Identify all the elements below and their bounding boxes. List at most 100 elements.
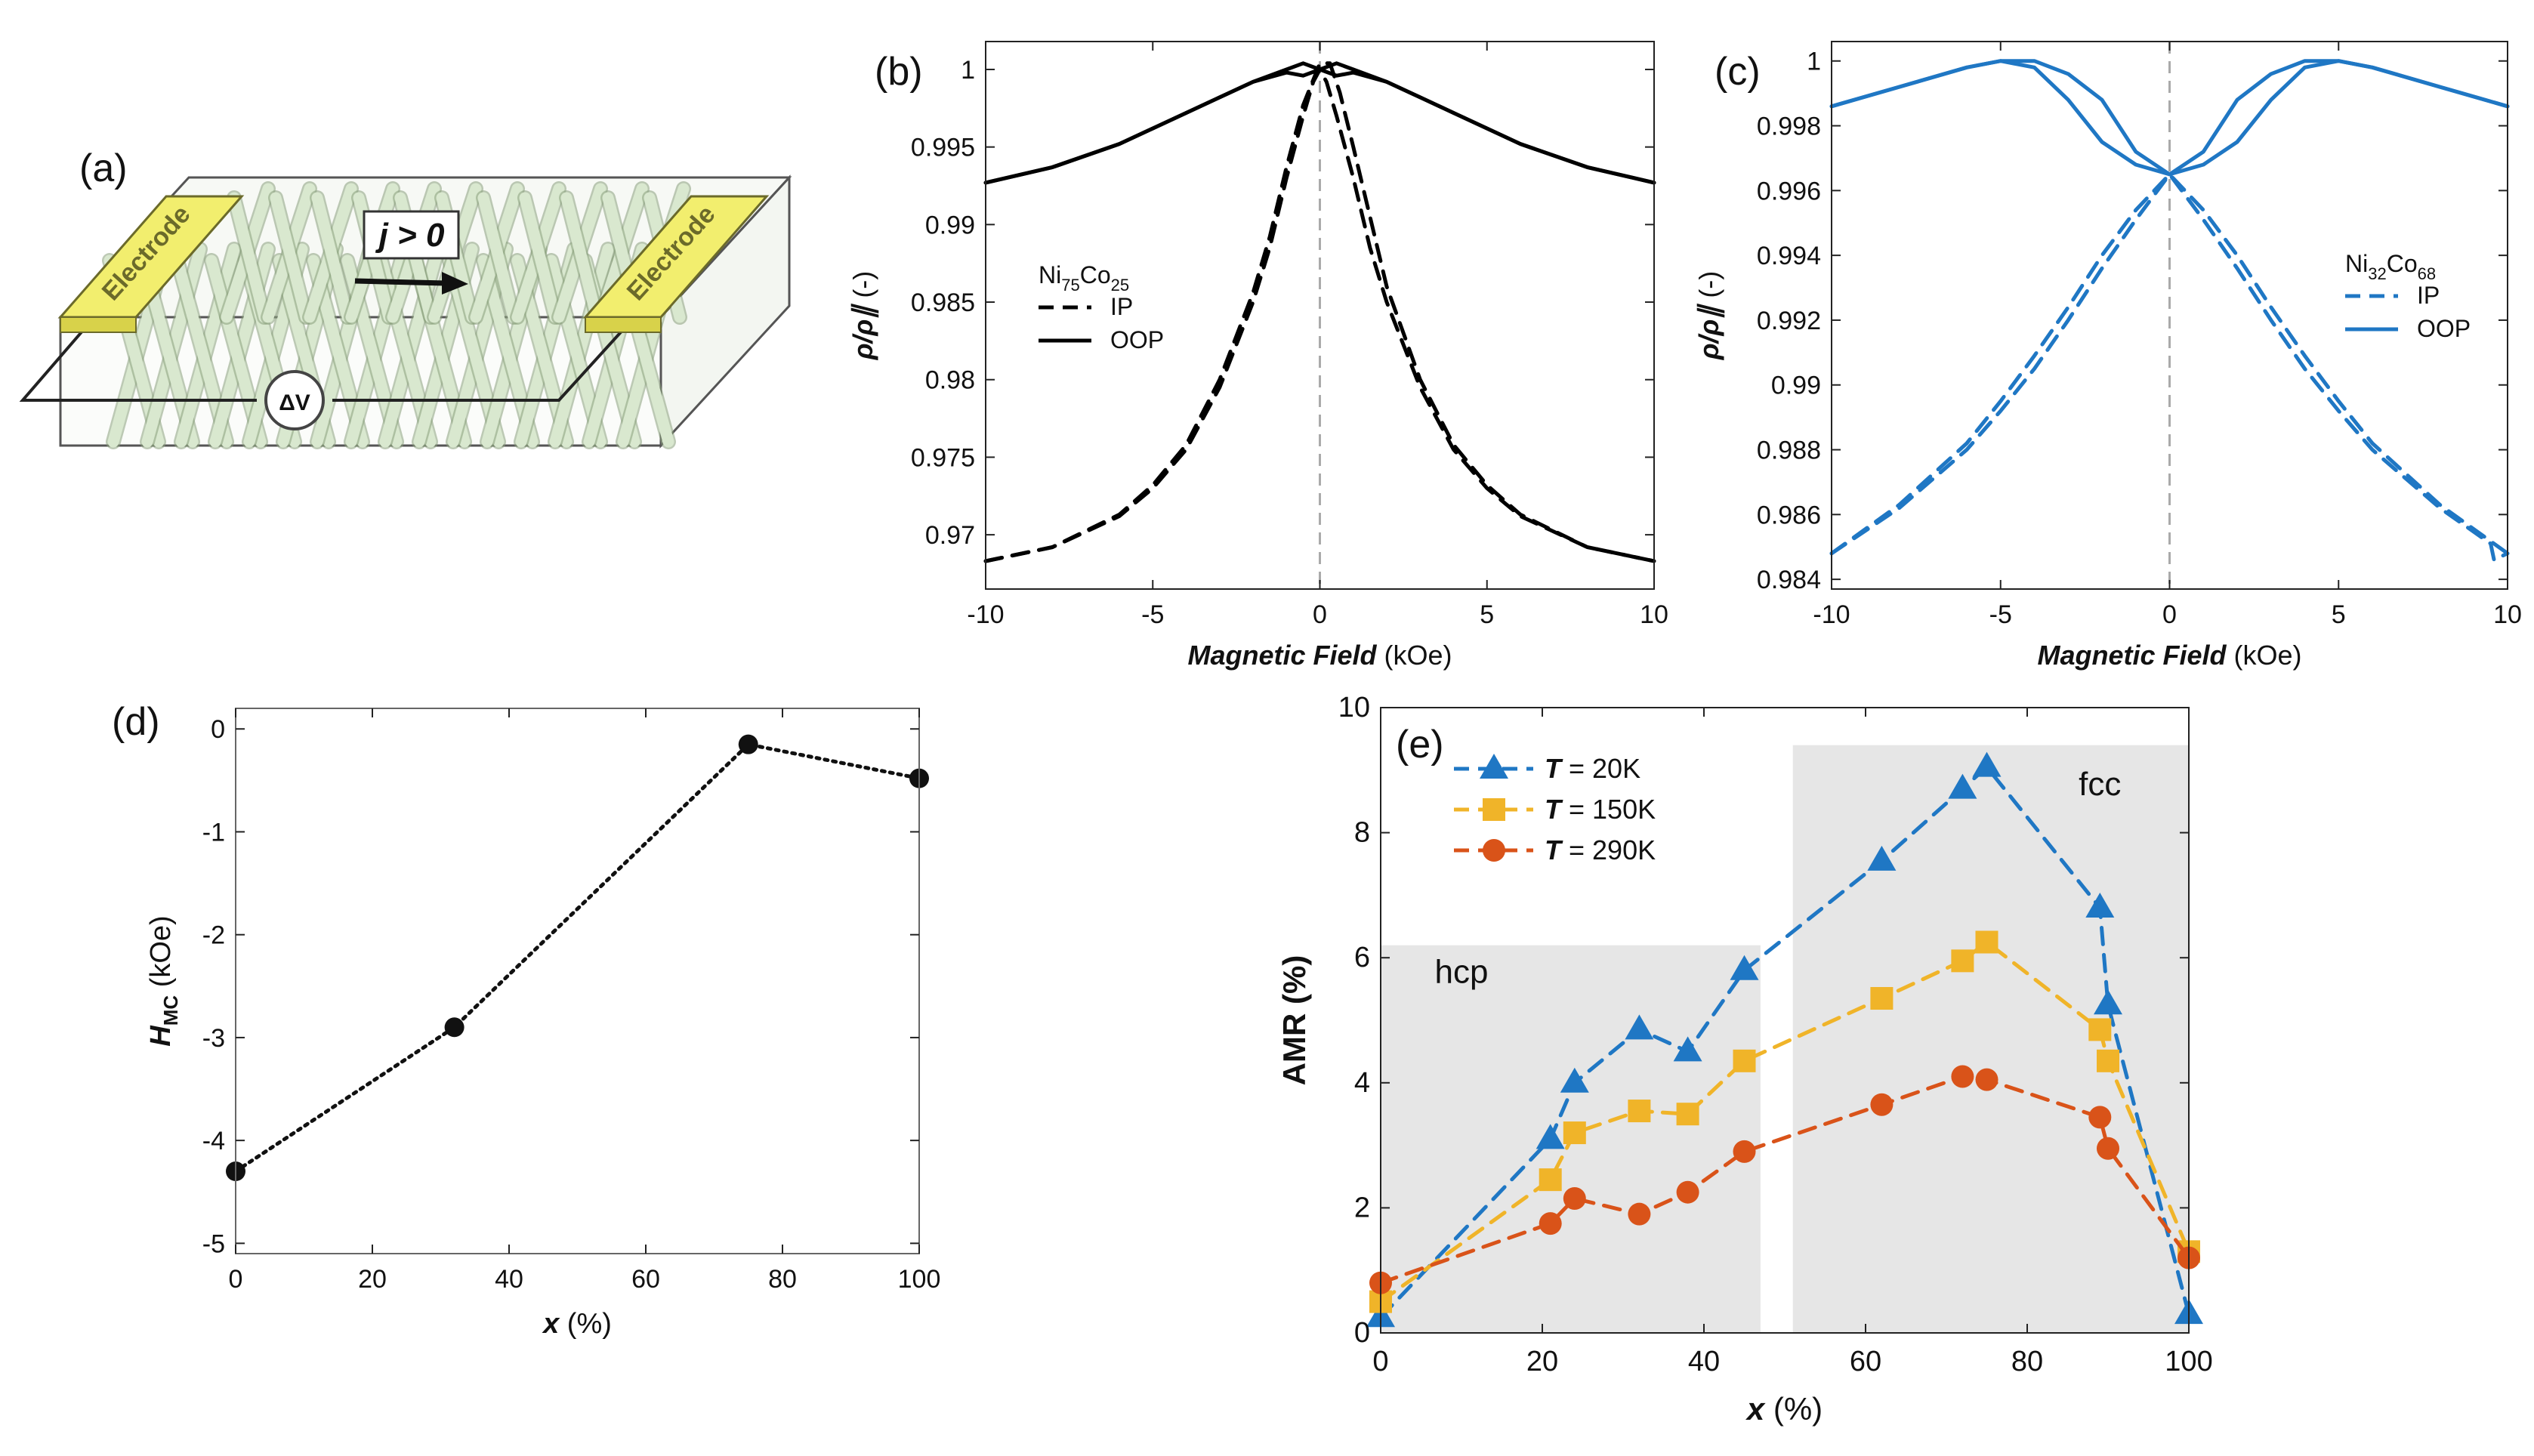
y-tick-label: 0.988 — [1757, 436, 1821, 465]
amr-point-150k — [2097, 1049, 2119, 1072]
x-axis-label-main: x — [542, 1308, 560, 1340]
current-label: j > 0 — [375, 217, 445, 254]
y-tick-label: 0.994 — [1757, 242, 1821, 270]
plot-area — [236, 708, 919, 1254]
amr-point-20k — [1536, 1124, 1565, 1149]
amr-point-150k — [1975, 930, 1998, 954]
legend-title-part: 75 — [1061, 276, 1079, 295]
y-tick-label: 0.984 — [1757, 566, 1821, 594]
amr-point-20k — [1867, 845, 1897, 871]
y-tick-label: 0.975 — [911, 443, 975, 472]
amr-point-290k — [1539, 1212, 1562, 1235]
amr-point-20k — [1948, 773, 1977, 799]
x-tick-label: 0 — [1372, 1346, 1388, 1377]
x-tick-label: -5 — [1141, 600, 1164, 629]
legend-title-part: Ni — [1039, 261, 1061, 288]
y-axis-label: ρ/ρ∥ (-) — [847, 271, 879, 361]
amr-point-290k — [1951, 1065, 1974, 1088]
x-tick-label: 0 — [229, 1265, 243, 1294]
legend-label-oop: OOP — [2417, 315, 2471, 342]
current-label-box — [363, 210, 460, 260]
legend-label-ip: IP — [2417, 282, 2440, 309]
voltage-loop-wire-right — [332, 316, 636, 402]
x-tick-label: 20 — [358, 1265, 387, 1294]
nanowire — [477, 192, 520, 323]
y-tick-label: 0.998 — [1757, 113, 1821, 141]
amr-point-290k — [1563, 1186, 1586, 1210]
y-axis-label: HMC (kOe) — [145, 915, 182, 1046]
x-tick-label: 40 — [1688, 1346, 1720, 1377]
amr-point-290k — [2088, 1106, 2112, 1129]
x-axis-label-unit: (kOe) — [1377, 640, 1452, 671]
chart-d: 0 20 40 60 80 100 -5 -4 -3 -2 -1 0 (d) x (%) HMC (kOe) — [112, 700, 940, 1340]
y-tick-label: 0.986 — [1757, 501, 1821, 529]
y-tick-label: -1 — [202, 818, 225, 847]
x-tick-label: 80 — [2011, 1346, 2043, 1377]
amr-point-20k — [1730, 955, 1759, 980]
x-tick-label: 5 — [1480, 600, 1494, 629]
legend-label-value: = 290K — [1561, 834, 1656, 865]
y-tick-label: 4 — [1354, 1067, 1370, 1099]
y-tick-label: -4 — [202, 1127, 225, 1155]
amr-point-150k — [2088, 1018, 2112, 1041]
x-axis-label: x (%) — [1745, 1391, 1823, 1427]
y-tick-label: 8 — [1354, 817, 1370, 849]
legend-label-var: T — [1545, 834, 1563, 865]
y-tick-label: 0.99 — [1771, 372, 1821, 400]
voltmeter-label: ΔV — [279, 390, 310, 415]
y-tick-label: -3 — [202, 1024, 225, 1053]
x-axis-label-main: Magnetic Field — [1187, 640, 1377, 671]
amr-point-150k — [1733, 1049, 1756, 1072]
amr-point-150k — [1628, 1100, 1651, 1123]
amr-point-20k — [2094, 989, 2122, 1015]
legend-title-part: Ni — [2345, 250, 2368, 277]
x-tick-label: 5 — [2332, 600, 2346, 629]
region-label-hcp: hcp — [1435, 953, 1489, 990]
panel-a-label: (a) — [79, 147, 128, 190]
x-axis-label-main: x — [1745, 1391, 1766, 1427]
x-tick-label: 20 — [1526, 1346, 1558, 1377]
y-tick-label: 0.97 — [925, 521, 975, 550]
y-tick-label: 0.992 — [1757, 307, 1821, 335]
legend-marker-20k — [1480, 754, 1508, 779]
legend-label-150k: T = 150K — [1545, 794, 1656, 825]
nanowire — [311, 192, 353, 323]
legend-label-ip: IP — [1110, 293, 1133, 320]
panel-label: (b) — [875, 50, 923, 94]
amr-point-150k — [1539, 1168, 1562, 1192]
legend-label-var: T — [1545, 794, 1563, 825]
x-axis-label: x (%) — [542, 1308, 612, 1340]
x-tick-label: 60 — [1850, 1346, 1881, 1377]
x-tick-label: 80 — [768, 1265, 797, 1294]
x-tick-label: -10 — [1813, 600, 1850, 629]
y-tick-label: 1 — [1807, 48, 1821, 76]
amr-point-150k — [1951, 949, 1974, 973]
x-axis-label-unit: (%) — [1764, 1391, 1823, 1427]
y-tick-label: 0.98 — [925, 366, 975, 395]
amr-point-150k — [1676, 1103, 1699, 1126]
y-axis-label-unit: (kOe) — [145, 915, 177, 995]
panel-a-schematic: (a) ΔV Electrode Electrode j > 0 — [19, 147, 792, 449]
hmc-data-point — [444, 1017, 465, 1038]
y-tick-label: 1 — [961, 56, 975, 85]
y-tick-label: -2 — [202, 921, 225, 950]
legend-marker-150k — [1483, 798, 1505, 821]
legend-marker-290k — [1483, 839, 1505, 862]
amr-point-290k — [1975, 1068, 1998, 1091]
y-tick-label: 0.995 — [911, 134, 975, 162]
series-line-ip — [1829, 172, 2510, 562]
amr-point-290k — [1870, 1093, 1894, 1116]
amr-point-20k — [1625, 1014, 1654, 1040]
electrode-left-edge — [60, 316, 137, 333]
y-axis-label-main: ρ/ρ∥ — [847, 304, 879, 361]
x-tick-label: 10 — [1640, 600, 1668, 629]
x-tick-label: 0 — [2162, 600, 2177, 629]
y-tick-label: 0.985 — [911, 288, 975, 317]
legend-label-20k: T = 20K — [1545, 753, 1640, 784]
axes-frame — [1380, 707, 2190, 1334]
amr-point-20k — [1673, 1036, 1702, 1062]
chart-b: -10 -5 0 5 10 0.97 0.975 0.98 0.985 0.99 0.995 1 (b)… — [847, 41, 1668, 671]
panel-label: (d) — [112, 700, 160, 744]
y-tick-label: 2 — [1354, 1192, 1370, 1223]
panel-label: (e) — [1396, 723, 1444, 767]
